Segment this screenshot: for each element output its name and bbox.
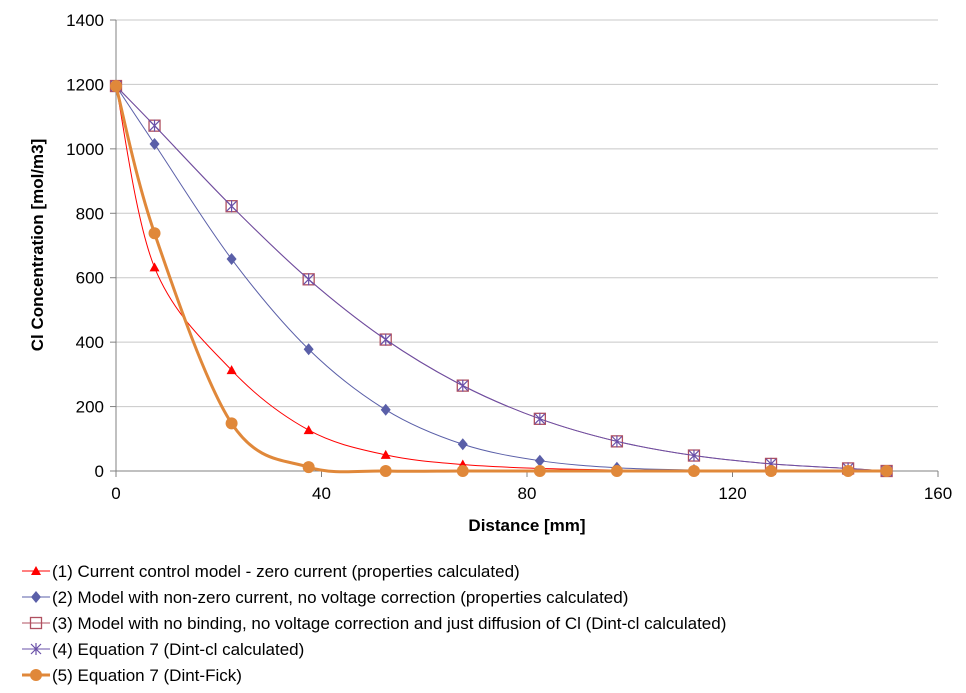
series-2-point-5 xyxy=(457,438,468,451)
series-2-point-3 xyxy=(303,343,314,356)
legend-item-2: (2) Model with non-zero current, no volt… xyxy=(22,588,628,607)
series-1-point-2 xyxy=(226,365,237,375)
legend-label-3: (3) Model with no binding, no voltage co… xyxy=(52,614,726,633)
series-5-point-9 xyxy=(765,465,778,477)
legend-swatch-marker-5 xyxy=(30,669,42,681)
series-5-point-4 xyxy=(379,465,392,477)
y-tick-label-2: 400 xyxy=(76,333,104,352)
y-tick-label-4: 800 xyxy=(76,204,104,223)
series-4-point-1 xyxy=(149,119,160,132)
x-tick-label-1: 40 xyxy=(312,484,331,503)
plot-area xyxy=(116,20,938,471)
series-4-point-4 xyxy=(380,333,392,346)
legend-label-2: (2) Model with non-zero current, no volt… xyxy=(52,588,628,607)
legend-swatch-marker-3 xyxy=(29,616,43,630)
series-5 xyxy=(110,80,893,477)
legend-item-1: (1) Current control model - zero current… xyxy=(22,562,520,581)
series-4-point-7 xyxy=(611,435,623,448)
legend-item-3: (3) Model with no binding, no voltage co… xyxy=(22,614,726,633)
series-4-point-3 xyxy=(303,273,315,286)
legend-label-1: (1) Current control model - zero current… xyxy=(52,562,520,581)
series-2-point-4 xyxy=(380,403,391,416)
series-5-point-7 xyxy=(610,465,623,477)
series-5-point-1 xyxy=(148,227,161,240)
x-tick-label-4: 160 xyxy=(924,484,952,503)
series-group xyxy=(109,79,893,478)
y-tick-label-7: 1400 xyxy=(66,11,104,30)
x-axis-title: Distance [mm] xyxy=(468,516,585,535)
legend-label-4: (4) Equation 7 (Dint-cl calculated) xyxy=(52,640,304,659)
legend-label-5: (5) Equation 7 (Dint-Fick) xyxy=(52,666,242,685)
series-5-point-2 xyxy=(225,417,238,430)
x-tick-label-2: 80 xyxy=(518,484,537,503)
legend-swatch-marker-4 xyxy=(30,643,42,655)
series-5-point-6 xyxy=(533,465,546,477)
x-tick-label-3: 120 xyxy=(718,484,746,503)
series-4-point-6 xyxy=(534,412,546,425)
series-5-point-11 xyxy=(880,465,893,477)
x-tick-label-0: 0 xyxy=(111,484,120,503)
legend-item-4: (4) Equation 7 (Dint-cl calculated) xyxy=(22,640,304,659)
legend: (1) Current control model - zero current… xyxy=(22,562,726,685)
y-tick-label-0: 0 xyxy=(95,462,104,481)
legend-item-5: (5) Equation 7 (Dint-Fick) xyxy=(22,666,242,685)
y-tick-label-3: 600 xyxy=(76,269,104,288)
series-4-point-8 xyxy=(688,449,700,462)
series-5-point-3 xyxy=(302,461,315,474)
series-4-point-2 xyxy=(226,200,238,213)
series-2-point-6 xyxy=(534,454,545,467)
series-4-point-5 xyxy=(457,379,469,392)
legend-swatch-marker-1 xyxy=(31,566,41,575)
series-5-point-8 xyxy=(687,465,700,477)
series-5-point-5 xyxy=(456,465,469,477)
gridlines xyxy=(116,19,938,408)
series-1-point-1 xyxy=(149,262,160,272)
y-axis-title: Cl Concentration [mol/m3] xyxy=(28,139,47,352)
series-5-point-0 xyxy=(110,80,122,93)
y-tick-labels: 0 200 400 600 800 1000 1200 1400 xyxy=(66,11,104,481)
y-tick-label-6: 1200 xyxy=(66,75,104,94)
series-2-point-1 xyxy=(149,138,160,151)
legend-swatch-marker-2 xyxy=(31,591,41,603)
y-tick-label-5: 1000 xyxy=(66,140,104,159)
series-5-point-10 xyxy=(842,465,855,477)
series-2-point-2 xyxy=(226,253,237,266)
y-tick-label-1: 200 xyxy=(76,398,104,417)
x-tick-labels: 0 40 80 120 160 xyxy=(111,484,952,503)
series-1-point-4 xyxy=(380,449,391,459)
series-1-point-3 xyxy=(303,425,314,435)
